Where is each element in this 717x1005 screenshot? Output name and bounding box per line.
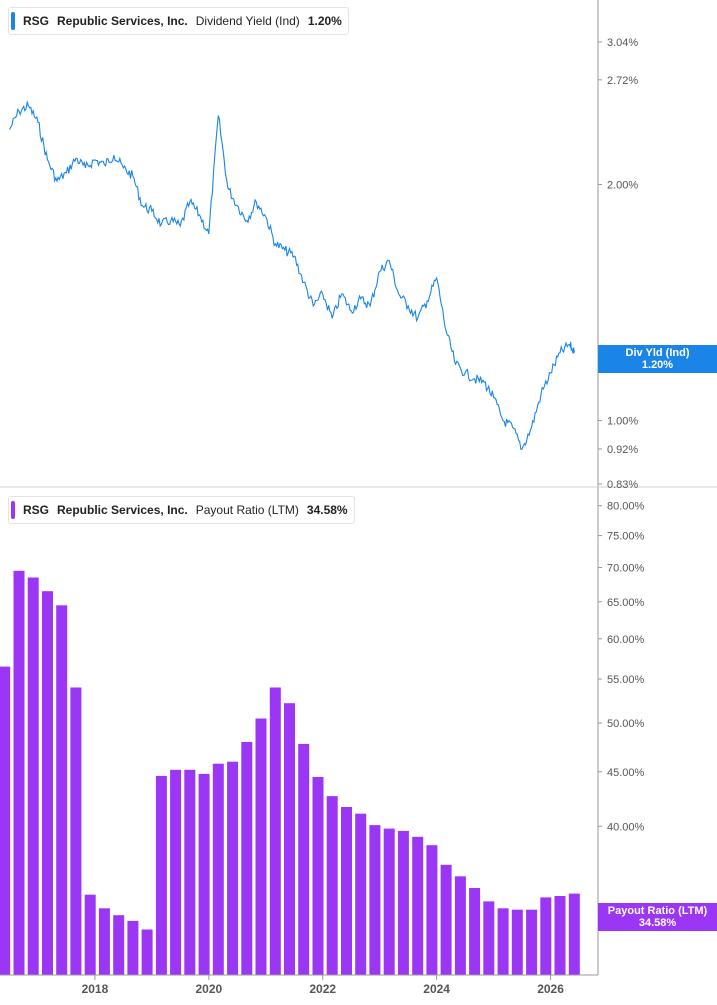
y-tick-label: 1.00% [607, 416, 638, 428]
payout-bar [42, 591, 53, 975]
dividend-yield-swatch [11, 12, 15, 30]
payout-ratio-flag: Payout Ratio (LTM) 34.58% [598, 903, 717, 931]
dividend-yield-plot [9, 100, 575, 451]
payout-bar [127, 920, 139, 975]
payout-bar [284, 703, 295, 975]
legend-company: Republic Services, Inc. [57, 503, 188, 517]
x-tick-label: 2020 [195, 982, 222, 996]
payout-bar [269, 687, 281, 975]
payout-bar [568, 893, 580, 975]
payout-ratio-plot [0, 570, 580, 975]
payout-bar [198, 773, 210, 975]
payout-bar [312, 777, 324, 975]
payout-bar [212, 763, 224, 975]
y-tick-label: 65.00% [607, 597, 645, 609]
payout-bar [98, 908, 110, 975]
payout-bar [84, 894, 96, 975]
payout-bar [483, 901, 495, 975]
flag-value: 34.58% [638, 917, 677, 929]
flag-label: Payout Ratio (LTM) [607, 905, 708, 917]
payout-bar [170, 769, 182, 975]
y-tick-label: 3.04% [607, 37, 638, 49]
y-tick-label: 2.72% [607, 75, 638, 87]
dividend-yield-legend[interactable]: RSG Republic Services, Inc. Dividend Yie… [8, 7, 349, 35]
payout-bar [298, 743, 310, 975]
y-tick-label: 40.00% [607, 821, 645, 833]
y-tick-label: 75.00% [607, 531, 645, 543]
payout-bar [397, 830, 409, 975]
payout-bar [497, 908, 509, 975]
y-tick-label: 2.00% [607, 180, 638, 192]
payout-ratio-legend[interactable]: RSG Republic Services, Inc. Payout Ratio… [8, 496, 355, 524]
payout-bar [426, 845, 438, 975]
payout-bar [554, 896, 566, 975]
x-tick-label: 2018 [82, 982, 109, 996]
payout-bar [355, 813, 367, 975]
y-tick-label: 0.92% [607, 444, 638, 456]
payout-bar [454, 876, 466, 975]
payout-bar [469, 888, 481, 975]
payout-bar [13, 570, 25, 975]
payout-bar [141, 929, 153, 975]
y-tick-label: 60.00% [607, 634, 645, 646]
payout-bar [113, 915, 125, 975]
legend-metric: Payout Ratio (LTM) [195, 503, 299, 517]
flag-value: 1.20% [641, 359, 674, 371]
y-tick-label: 45.00% [607, 767, 645, 779]
payout-ratio-swatch [11, 501, 15, 519]
payout-bar [227, 761, 239, 975]
x-tick-label: 2022 [309, 982, 336, 996]
legend-ticker: RSG [23, 503, 50, 517]
y-tick-label: 55.00% [607, 674, 645, 686]
dividend-yield-line [9, 100, 575, 451]
payout-bar [0, 666, 11, 975]
dividend-yield-flag: Div Yld (Ind) 1.20% [598, 345, 717, 373]
payout-bar [27, 577, 39, 975]
x-tick-label: 2024 [423, 982, 450, 996]
payout-bar [341, 807, 352, 975]
payout-bar [540, 897, 552, 975]
payout-bar [383, 828, 395, 975]
payout-bar [369, 825, 381, 975]
payout-bar [241, 742, 253, 975]
y-tick-label: 0.83% [607, 479, 638, 491]
y-tick-label: 80.00% [607, 501, 645, 513]
x-tick-label: 2026 [537, 982, 564, 996]
payout-bar [326, 796, 338, 975]
legend-value: 34.58% [306, 503, 348, 517]
payout-bar [255, 718, 267, 975]
payout-bar [70, 687, 82, 975]
y-tick-label: 70.00% [607, 562, 645, 574]
legend-ticker: RSG [23, 14, 50, 28]
payout-bar [440, 864, 452, 975]
payout-bar [412, 836, 424, 975]
flag-label: Div Yld (Ind) [625, 347, 690, 359]
y-tick-label: 50.00% [607, 718, 645, 730]
payout-bar [526, 909, 538, 975]
payout-bar [184, 769, 196, 975]
legend-metric: Dividend Yield (Ind) [195, 14, 300, 28]
legend-company: Republic Services, Inc. [57, 14, 188, 28]
legend-value: 1.20% [307, 14, 342, 28]
payout-bar [511, 909, 523, 975]
payout-bar [56, 605, 68, 975]
payout-bar [155, 775, 167, 975]
